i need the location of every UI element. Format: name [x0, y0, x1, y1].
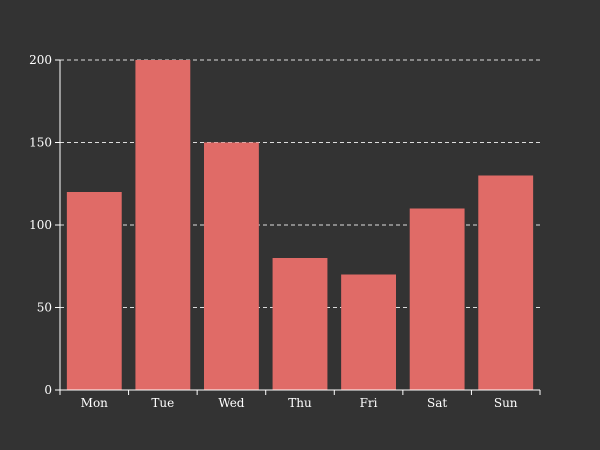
x-tick-label: Sun	[494, 396, 518, 410]
bar-wed	[204, 142, 259, 390]
x-tick-label: Fri	[360, 396, 378, 410]
bar-mon	[66, 192, 122, 390]
x-tick-label: Thu	[288, 396, 312, 410]
axes	[55, 59, 541, 395]
bar-sat	[409, 208, 465, 390]
x-tick-label: Tue	[151, 396, 174, 410]
bars	[66, 60, 534, 390]
x-tick-label: Wed	[218, 396, 244, 410]
bar-fri	[341, 274, 396, 390]
y-tick-label: 200	[29, 53, 52, 67]
y-tick-label: 100	[29, 218, 52, 232]
bar-thu	[272, 258, 328, 390]
bar-tue	[135, 60, 191, 390]
x-tick-label: Mon	[81, 396, 109, 410]
y-tick-label: 150	[29, 136, 52, 150]
tick-labels: 0 50 100 150 200 Mon Tue Wed Thu Fri Sat Sun	[29, 53, 518, 410]
x-tick-label: Sat	[427, 396, 447, 410]
y-tick-label: 50	[37, 301, 52, 315]
bar-sun	[478, 175, 534, 390]
y-tick-label: 0	[44, 383, 52, 397]
